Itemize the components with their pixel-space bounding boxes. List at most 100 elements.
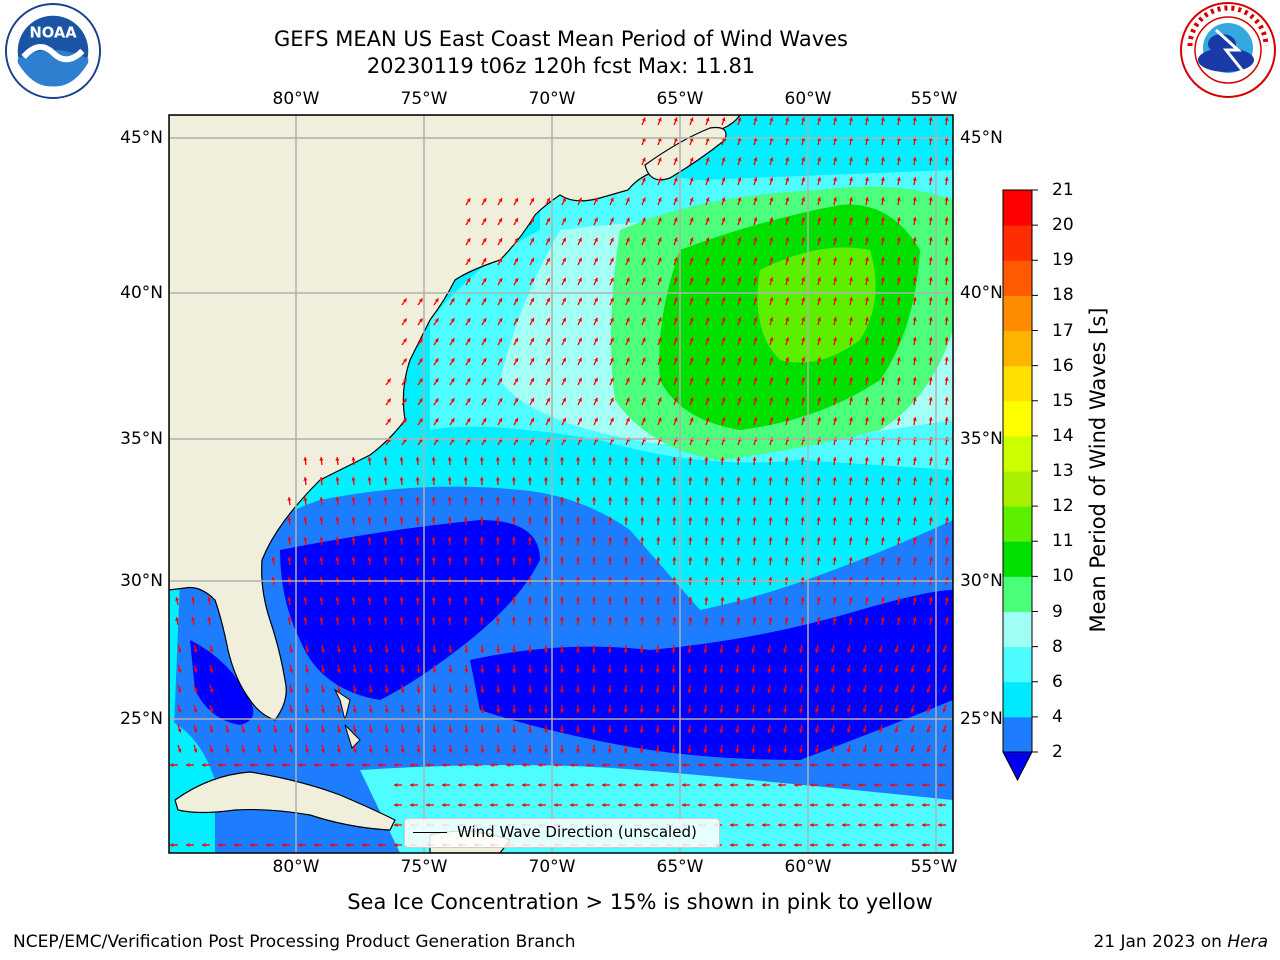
wind-arrow-head — [671, 669, 676, 673]
wind-arrow-head — [912, 617, 917, 621]
wind-arrow-head — [367, 537, 372, 541]
wind-arrow-head — [383, 457, 388, 461]
wind-arrow-head — [801, 157, 806, 162]
wind-arrow-head — [703, 749, 708, 753]
wind-arrow-head — [922, 842, 926, 848]
wind-arrow-head — [721, 317, 726, 322]
wind-arrow-head — [896, 397, 901, 401]
wind-arrow-head — [495, 497, 500, 501]
wind-arrow-head — [817, 377, 822, 382]
colorbar-segment — [1003, 260, 1032, 296]
wind-arrow-head — [880, 417, 885, 421]
wind-arrow-head — [801, 317, 806, 322]
wind-arrow-head — [351, 557, 356, 561]
wind-arrow-head — [687, 669, 692, 673]
wind-arrow-head — [912, 237, 917, 241]
wind-arrow-head — [826, 762, 830, 768]
wind-arrow-head — [848, 577, 853, 581]
wind-arrow-head — [705, 317, 710, 322]
wind-arrow-head — [864, 357, 869, 361]
wind-arrow-head — [402, 338, 407, 343]
lon-label-top-80w: 80°W — [272, 89, 320, 109]
wind-arrow-head — [769, 117, 774, 122]
wind-arrow-head — [480, 689, 485, 693]
wind-arrow-head — [514, 278, 519, 283]
wind-arrow-head — [689, 337, 694, 342]
wind-arrow-head — [623, 749, 628, 753]
wind-arrow-head — [175, 617, 180, 621]
wind-arrow-head — [874, 842, 878, 848]
wind-arrow-head — [623, 649, 628, 653]
wind-arrow-head — [625, 397, 630, 402]
wind-arrow-head — [402, 398, 407, 403]
wind-arrow-head — [704, 557, 709, 561]
wind-arrow-head — [400, 689, 405, 693]
wind-arrow-head — [543, 749, 549, 753]
wind-arrow-head — [784, 497, 789, 501]
footer-machine: Hera — [1227, 932, 1268, 952]
wind-arrow-head — [688, 617, 693, 621]
wind-arrow-head — [938, 842, 942, 848]
wind-arrow-head — [447, 457, 452, 461]
wind-arrow-head — [673, 337, 678, 342]
wind-arrow-head — [479, 477, 484, 481]
wind-arrow-head — [944, 557, 949, 561]
wind-arrow-head — [906, 802, 910, 808]
wind-arrow-head — [736, 557, 741, 561]
wind-arrow-head — [594, 397, 598, 402]
wind-arrow-head — [591, 709, 596, 713]
colorbar-segment — [1003, 646, 1032, 683]
wind-arrow-head — [737, 217, 742, 222]
wind-arrow-head — [209, 648, 214, 653]
wind-arrow-head — [415, 457, 420, 461]
wind-arrow-head — [319, 537, 324, 541]
wind-arrow-head — [634, 782, 638, 788]
wind-arrow-head — [640, 517, 645, 521]
wind-arrow-head — [570, 802, 574, 808]
wind-arrow-head — [650, 762, 654, 768]
wind-arrow-head — [394, 762, 398, 768]
wind-arrow-head — [522, 762, 526, 768]
wind-arrow-head — [514, 418, 519, 423]
wind-arrow-head — [746, 762, 750, 768]
wind-arrow-head — [559, 597, 565, 601]
wind-arrow-head — [833, 397, 838, 402]
wind-arrow-head — [864, 157, 869, 161]
wind-arrow-head — [592, 497, 597, 501]
wind-arrow-head — [543, 537, 549, 541]
wind-arrow-head — [817, 217, 822, 222]
wind-arrow-head — [415, 597, 420, 601]
wind-arrow-head — [482, 318, 487, 323]
wind-arrow-head — [287, 577, 292, 581]
wind-arrow-head — [928, 137, 933, 141]
wind-arrow-head — [912, 397, 917, 401]
wind-arrow-head — [944, 237, 949, 241]
wind-arrow-head — [402, 298, 407, 303]
wind-arrow-head — [594, 317, 598, 322]
wind-arrow-head — [496, 669, 501, 673]
wind-arrow-head — [384, 689, 389, 693]
wind-arrow-head — [450, 398, 455, 403]
wind-arrow-head — [530, 237, 534, 242]
wind-arrow-head — [657, 177, 662, 182]
wind-arrow-head — [170, 762, 174, 768]
wind-arrow-head — [559, 517, 565, 521]
wind-arrow-head — [737, 237, 742, 242]
wind-arrow-head — [434, 358, 439, 363]
wind-arrow-head — [511, 617, 516, 621]
wind-arrow-head — [594, 197, 598, 202]
wind-arrow-head — [848, 557, 853, 561]
wind-arrow-head — [304, 689, 310, 693]
wind-arrow-head — [737, 377, 742, 382]
wind-arrow-head — [910, 728, 915, 733]
wind-arrow-head — [896, 617, 901, 621]
wind-arrow-head — [912, 337, 917, 341]
wind-arrow-head — [753, 257, 758, 262]
wind-arrow-head — [912, 137, 917, 141]
wind-arrow-head — [250, 842, 254, 848]
wind-arrow-head — [625, 337, 630, 342]
colorbar-tick-label: 6 — [1052, 671, 1063, 692]
wind-arrow-head — [480, 749, 485, 753]
wind-arrow-head — [562, 417, 566, 422]
wind-arrow-head — [450, 358, 455, 363]
